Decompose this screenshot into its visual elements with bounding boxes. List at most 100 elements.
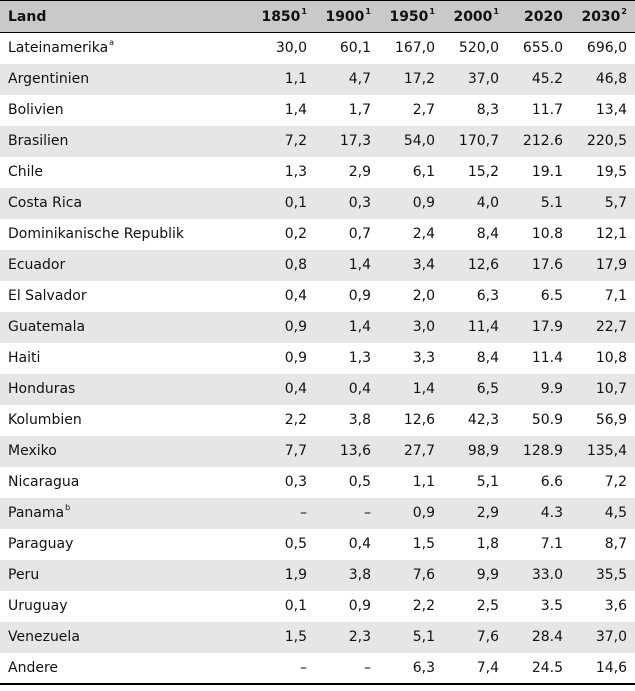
- value-cell: 0,4: [315, 373, 379, 405]
- value-cell: 10,7: [571, 373, 635, 405]
- table-row: Nicaragua 0,3 0,5 1,1 5,1 6.6 7,2: [0, 467, 635, 498]
- value-cell: 13,6: [315, 435, 379, 467]
- footnote-marker: b: [65, 503, 71, 512]
- value-cell: 0,9: [348, 598, 371, 614]
- table-row: Peru 1,9 3,8 7,6 9,9 33.0 35,5: [0, 559, 635, 591]
- value-cell: 1,7: [348, 102, 371, 118]
- table-row: Chile 1,3 2,9 6,1 15,2 19.1 19,5: [0, 157, 635, 188]
- column-header-label: 1900: [325, 8, 365, 25]
- table-row: Kolumbien 2,2 3,8 12,6 42,3 50.9 56,9: [0, 405, 635, 436]
- value-cell: –: [315, 652, 379, 685]
- country-cell: Honduras: [0, 373, 251, 405]
- footnote-marker: 1: [301, 6, 307, 16]
- country-cell: Ecuador: [0, 249, 251, 281]
- value-cell: 17,2: [379, 63, 443, 95]
- country-name: Kolumbien: [8, 412, 82, 428]
- country-name: Dominikanische Republik: [8, 226, 185, 242]
- value-cell: 22,7: [571, 311, 635, 343]
- table-row: Andere – –6,3 7,4 24.5 14,6: [0, 652, 635, 685]
- value-cell: 12,1: [595, 226, 627, 242]
- value-cell: 1,5: [251, 621, 315, 653]
- value-cell: 11.4: [531, 350, 563, 366]
- header-row: Land 18501 19001 19501 20001 2020 20302: [0, 0, 635, 33]
- value-cell: 54,0: [379, 125, 443, 157]
- country-name: Costa Rica: [8, 195, 83, 211]
- table-row: Lateinamerikaa 30,0 60,1 167,0 520,0 655.0 696…: [0, 33, 635, 64]
- country-cell: Panamab: [0, 497, 251, 529]
- value-cell: 27,7: [379, 435, 443, 467]
- value-cell: 3,0: [379, 311, 443, 343]
- column-header-year: 2020: [507, 0, 571, 33]
- table-header: Land 18501 19001 19501 20001 2020 20302: [0, 0, 635, 33]
- country-cell: Mexiko: [0, 435, 251, 467]
- value-cell: 8,4: [476, 350, 499, 366]
- value-cell: 212.6: [507, 125, 571, 157]
- value-cell: 0,1: [251, 187, 315, 219]
- country-name: Paraguay: [8, 536, 74, 552]
- column-header-year: 19001: [315, 0, 379, 33]
- table-row: Haiti 0,9 1,3 3,3 8,4 11.4 10,8: [0, 343, 635, 374]
- country-name: Venezuela: [8, 629, 80, 645]
- value-cell: 1,5: [412, 536, 435, 552]
- column-header-label: 2020: [524, 8, 563, 25]
- value-cell: 0,7: [348, 226, 371, 242]
- value-cell: 42,3: [467, 412, 499, 428]
- value-cell: 7.1: [540, 536, 563, 552]
- value-cell: 7,2: [604, 474, 627, 490]
- value-cell: 6,3: [476, 288, 499, 304]
- value-cell: 7,2: [251, 125, 315, 157]
- value-cell: –: [315, 497, 379, 529]
- value-cell: 14,6: [571, 652, 635, 685]
- country-cell: Brasilien: [0, 125, 251, 157]
- country-name: Brasilien: [8, 133, 69, 149]
- table-row: Costa Rica 0,1 0,3 0,9 4,0 5.1 5,7: [0, 187, 635, 219]
- value-cell: 1,9: [251, 559, 315, 591]
- value-cell: 60,1: [339, 40, 371, 57]
- country-name: Haiti: [8, 350, 41, 366]
- country-cell: El Salvador: [0, 281, 251, 312]
- value-cell: 1,8: [476, 536, 499, 552]
- value-cell: 7,6: [443, 621, 507, 653]
- value-cell: 4.3: [507, 497, 571, 529]
- value-cell: 24.5: [507, 652, 571, 685]
- value-cell: 17.6: [507, 249, 571, 281]
- value-cell: 4,7: [315, 63, 379, 95]
- value-cell: 5,7: [571, 187, 635, 219]
- value-cell: 135,4: [571, 435, 635, 467]
- value-cell: 6.5: [540, 288, 563, 304]
- value-cell: 7,4: [443, 652, 507, 685]
- value-cell: 655.0: [522, 40, 563, 57]
- country-name: Nicaragua: [8, 474, 80, 490]
- value-cell: 1,4: [379, 373, 443, 405]
- country-cell: Haiti: [0, 343, 251, 374]
- value-cell: 128.9: [507, 435, 571, 467]
- value-cell: 220,5: [571, 125, 635, 157]
- value-cell: 7,7: [251, 435, 315, 467]
- value-cell: 2,5: [476, 598, 499, 614]
- value-cell: 17.9: [507, 311, 571, 343]
- value-cell: 37,0: [571, 621, 635, 653]
- value-cell: 5,1: [476, 474, 499, 490]
- value-cell: 17,9: [571, 249, 635, 281]
- footnote-marker: 1: [365, 6, 371, 16]
- value-cell: 9,9: [443, 559, 507, 591]
- value-cell: 13,4: [595, 102, 627, 118]
- value-cell: 8,4: [476, 226, 499, 242]
- country-cell: Dominikanische Republik: [0, 219, 251, 250]
- column-header-label: 1950: [389, 8, 429, 25]
- country-name: Ecuador: [8, 257, 66, 273]
- column-header-year: 20302: [571, 0, 635, 33]
- value-cell: 1,1: [412, 474, 435, 490]
- value-cell: 0,9: [379, 497, 443, 529]
- value-cell: 3,6: [604, 598, 627, 614]
- value-cell: –: [251, 497, 315, 529]
- value-cell: 12,6: [403, 412, 435, 428]
- value-cell: 0,8: [251, 249, 315, 281]
- value-cell: 1,3: [284, 164, 307, 180]
- value-cell: 0,9: [251, 311, 315, 343]
- country-name: Honduras: [8, 381, 76, 397]
- table-row: Honduras 0,4 0,4 1,4 6,5 9.9 10,7: [0, 373, 635, 405]
- value-cell: 11,4: [443, 311, 507, 343]
- column-header-year: 18501: [251, 0, 315, 33]
- country-name: Mexiko: [8, 443, 57, 459]
